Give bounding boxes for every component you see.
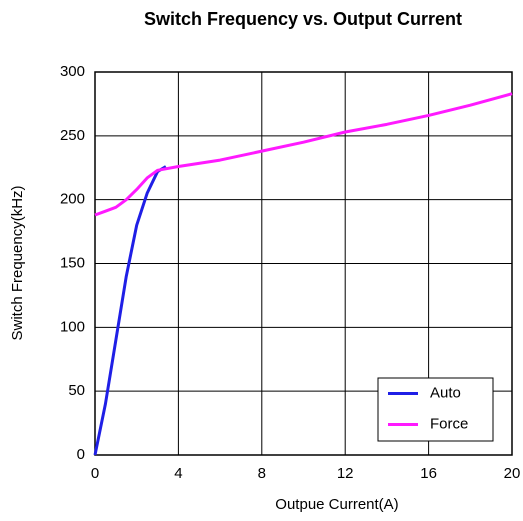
plot-frame xyxy=(94,71,513,456)
y-tick-label: 100 xyxy=(60,318,85,335)
y-tick-label: 150 xyxy=(60,254,85,271)
legend-box xyxy=(377,377,494,442)
legend-label: Force xyxy=(430,415,468,432)
y-tick-label: 250 xyxy=(60,127,85,144)
y-tick-label: 50 xyxy=(68,382,85,399)
line-series xyxy=(94,92,513,217)
chart-title: Switch Frequency vs. Output Current xyxy=(143,9,463,29)
x-tick-label: 0 xyxy=(91,465,99,482)
x-tick-label: 20 xyxy=(504,465,521,482)
legend-label: Auto xyxy=(430,384,461,401)
x-tick-label: 8 xyxy=(258,465,266,482)
x-tick-label: 4 xyxy=(174,465,182,482)
y-axis-label: Switch Frequency(kHz) xyxy=(9,185,26,340)
line-series xyxy=(93,165,167,456)
y-tick-label: 300 xyxy=(60,63,85,80)
x-tick-label: 12 xyxy=(337,465,354,482)
y-tick-label: 0 xyxy=(77,446,85,463)
x-axis-label: Outpue Current(A) xyxy=(275,496,398,513)
x-tick-label: 16 xyxy=(420,465,437,482)
y-tick-label: 200 xyxy=(60,191,85,208)
